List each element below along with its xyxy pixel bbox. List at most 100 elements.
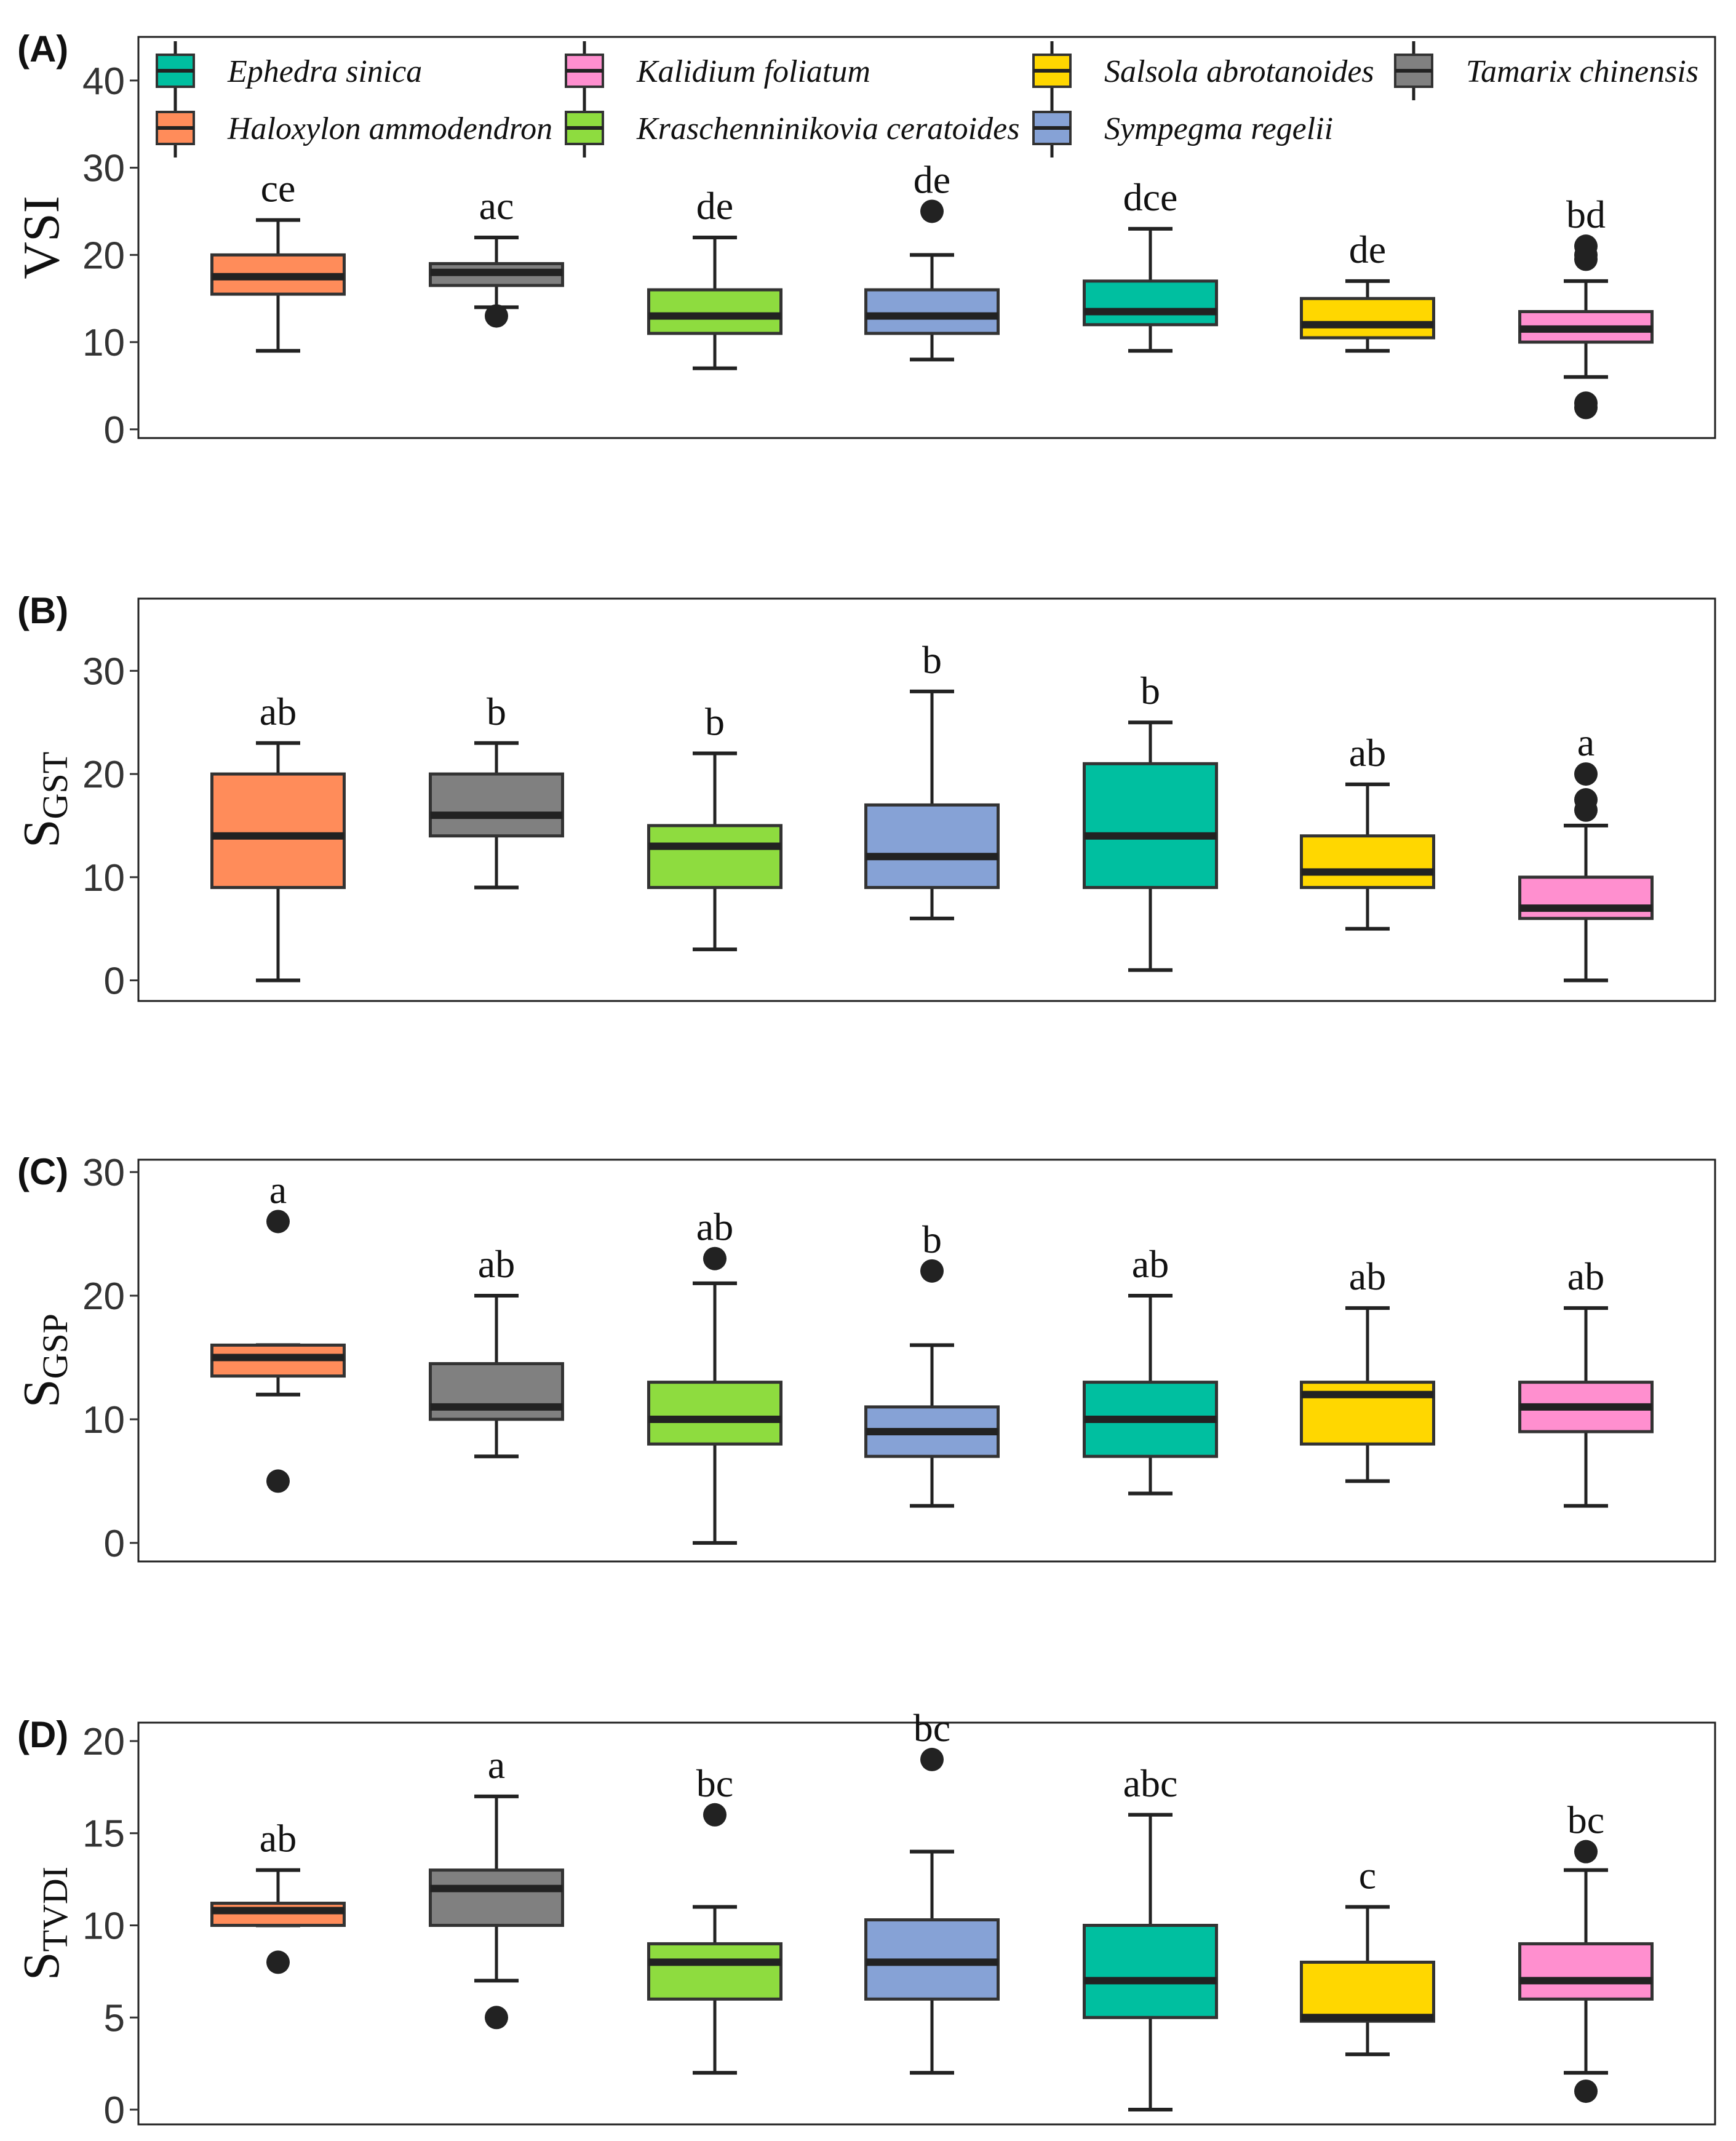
box-haloxylon-ammodendron: a: [210, 1168, 346, 1493]
panel-label: (D): [17, 1714, 68, 1755]
y-axis-title: VSI: [13, 196, 70, 279]
legend-label: Ephedra sinica: [227, 54, 422, 89]
box-kraschenninikovia-ceratoides: de: [647, 184, 782, 370]
iqr-box: [1300, 834, 1435, 890]
significance-label: ab: [478, 1242, 515, 1286]
significance-label: bc: [696, 1761, 733, 1805]
y-tick-label: 0: [104, 2089, 125, 2132]
legend-item-sympegma-regelii: Sympegma regelii: [1032, 98, 1333, 157]
box-tamarix-chinensis: b: [429, 690, 564, 890]
y-tick-label: 10: [82, 1905, 125, 1947]
iqr-box: [647, 824, 782, 890]
y-tick-label: 0: [104, 960, 125, 1002]
significance-label: bc: [1567, 1798, 1604, 1842]
significance-label: ab: [1132, 1242, 1169, 1286]
iqr-box: [1518, 875, 1654, 920]
significance-label: b: [487, 690, 506, 733]
legend-item-kalidium-foliatum: Kalidium foliatum: [565, 41, 870, 100]
y-axis-title-main: VSI: [13, 196, 70, 279]
iqr-box: [864, 803, 1000, 890]
box-haloxylon-ammodendron: ce: [210, 167, 346, 353]
box-sympegma-regelii: b: [864, 1218, 1000, 1508]
iqr-box: [1300, 1960, 1435, 2023]
y-axis-title-main: S: [13, 1379, 70, 1408]
box-kraschenninikovia-ceratoides: ab: [647, 1205, 782, 1545]
y-axis-title-subscript: GST: [35, 752, 75, 819]
plot-frame: [137, 36, 1716, 439]
significance-label: b: [922, 638, 942, 682]
y-axis-title-subscript: TVDI: [35, 1867, 75, 1952]
iqr-box: [1518, 1942, 1654, 2001]
iqr-box: [429, 1362, 564, 1421]
plot-frame: [137, 1158, 1716, 1563]
significance-label: b: [1141, 669, 1160, 712]
y-tick-label: 10: [82, 322, 125, 364]
iqr-box: [429, 1868, 564, 1927]
legend-label: Haloxylon ammodendron: [227, 111, 552, 146]
significance-label: bd: [1566, 193, 1606, 236]
box-salsola-abrotanoides: ab: [1300, 731, 1435, 931]
significance-label: a: [1577, 720, 1595, 764]
outlier-point: [485, 304, 508, 328]
outlier-point: [266, 1950, 290, 1974]
significance-label: ab: [260, 1817, 297, 1860]
panel-c: (C) 0 10 20 30 SGSP a ab ab b ab ab ab: [13, 1151, 1716, 1565]
legend-item-salsola-abrotanoides: Salsola abrotanoides: [1032, 41, 1374, 100]
y-tick-label: 0: [104, 409, 125, 452]
outlier-point: [920, 199, 944, 223]
iqr-box: [647, 1381, 782, 1446]
box-ephedra-sinica: b: [1083, 669, 1218, 972]
legend-item-kraschenninikovia-ceratoides: Kraschenninikovia ceratoides: [565, 98, 1019, 157]
y-axis-title: STVDI: [13, 1867, 75, 1980]
box-salsola-abrotanoides: ab: [1300, 1254, 1435, 1483]
legend-label: Sympegma regelii: [1104, 111, 1333, 146]
legend-label: Salsola abrotanoides: [1104, 54, 1374, 89]
significance-label: ab: [1349, 731, 1386, 775]
y-axis-title-subscript: GSP: [35, 1314, 75, 1379]
box-ephedra-sinica: ab: [1083, 1242, 1218, 1496]
box-tamarix-chinensis: ab: [429, 1242, 564, 1459]
legend: Ephedra sinica Kalidium foliatum Salsola a…: [156, 41, 1698, 157]
box-sympegma-regelii: b: [864, 638, 1000, 920]
panel-a: (A) 0 10 20 30 40 VSI ce ac de de dce de bd: [13, 28, 1716, 452]
iqr-box: [1083, 1923, 1218, 2019]
y-tick-label: 40: [82, 60, 125, 103]
outlier-point: [703, 1803, 727, 1827]
iqr-box: [429, 772, 564, 838]
box-tamarix-chinensis: ac: [429, 184, 564, 328]
box-kalidium-foliatum: a: [1518, 720, 1654, 983]
y-tick-label: 20: [82, 754, 125, 796]
y-axis-title-main: S: [13, 819, 70, 848]
box-ephedra-sinica: abc: [1083, 1761, 1218, 2112]
y-tick-label: 15: [82, 1813, 125, 1856]
significance-label: ab: [696, 1205, 733, 1249]
box-sympegma-regelii: de: [864, 157, 1000, 362]
significance-label: de: [696, 184, 733, 228]
iqr-box: [1300, 297, 1435, 340]
panel-b: (B) 0 10 20 30 SGST ab b b b b ab a: [13, 590, 1716, 1002]
iqr-box: [647, 1942, 782, 2001]
iqr-box: [1083, 762, 1218, 890]
y-tick-label: 30: [82, 148, 125, 190]
significance-label: de: [1349, 228, 1386, 271]
iqr-box: [864, 288, 1000, 335]
box-kalidium-foliatum: ab: [1518, 1254, 1654, 1508]
significance-label: dce: [1123, 175, 1178, 219]
significance-label: ab: [260, 690, 297, 733]
box-sympegma-regelii: bc: [864, 1706, 1000, 2075]
box-kraschenninikovia-ceratoides: b: [647, 700, 782, 952]
legend-label: Kalidium foliatum: [636, 54, 870, 89]
y-tick-label: 20: [82, 1721, 125, 1763]
outlier-point: [1574, 1840, 1598, 1864]
y-axis-title: SGST: [13, 752, 75, 848]
box-ephedra-sinica: dce: [1083, 175, 1218, 353]
iqr-box: [1083, 279, 1218, 327]
significance-label: de: [914, 157, 950, 201]
legend-item-haloxylon-ammodendron: Haloxylon ammodendron: [156, 98, 552, 157]
legend-label: Kraschenninikovia ceratoides: [636, 111, 1019, 146]
significance-label: a: [269, 1168, 287, 1211]
y-axis-title-main: S: [13, 1952, 70, 1980]
plot-frame: [137, 597, 1716, 1002]
panel-label: (C): [17, 1151, 68, 1192]
